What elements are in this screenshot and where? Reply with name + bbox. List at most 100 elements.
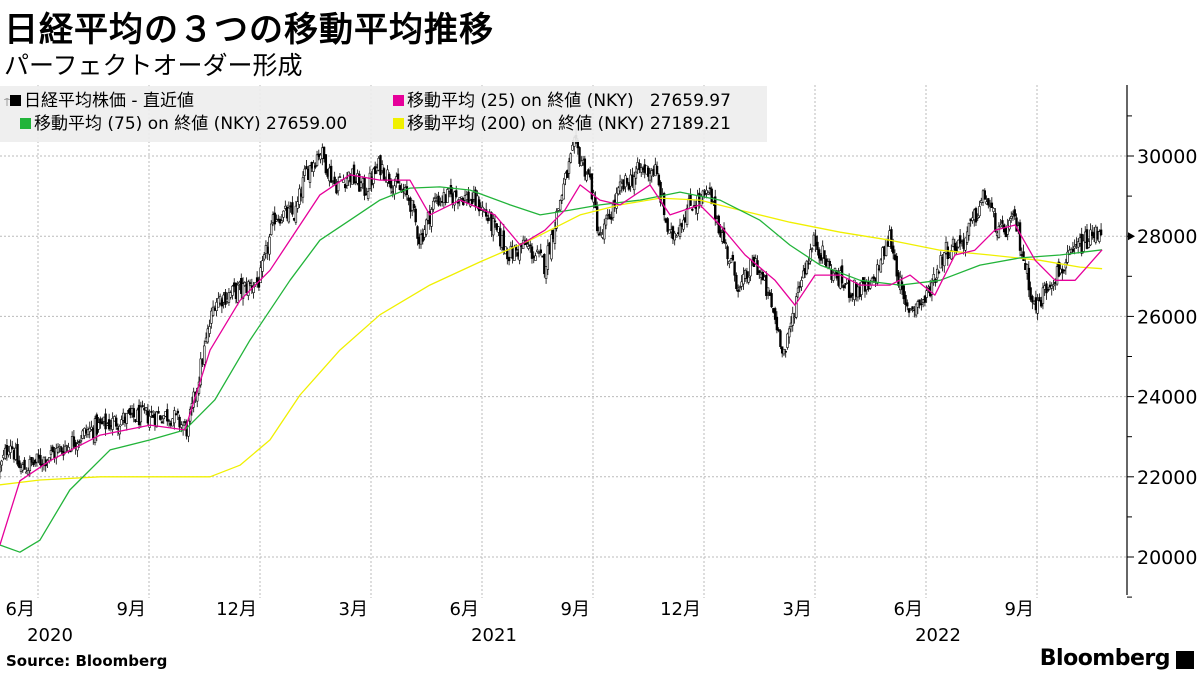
candle-body-down [597,233,601,236]
candlestick [997,222,1001,239]
candlestick [733,261,736,282]
candle-body-down [132,408,135,418]
candle-body-up [930,282,934,295]
candle-body-up [675,235,678,238]
candle-body-up [951,238,955,247]
candlestick [231,284,234,300]
y-tick-label: 22000 [1137,467,1197,489]
candlestick [640,163,643,178]
candle-body-down [775,316,779,331]
candlestick [255,271,259,288]
x-tick-label: 12月 [216,599,257,620]
candlestick [567,157,571,180]
candle-body-down [72,436,76,447]
candlestick [16,438,19,467]
candle-body-up [615,192,618,209]
candle-body-up [943,252,946,267]
candle-body-down [958,235,962,244]
legend-swatch [393,118,404,129]
candle-body-up [492,218,495,236]
candle-body-up [210,310,213,324]
candlestick [1057,258,1060,278]
candlestick [51,444,54,453]
candle-body-up [206,328,209,343]
candle-body-up [786,333,789,348]
candlestick [906,299,909,311]
candle-body-down [733,261,736,276]
candle-body-down [388,173,391,184]
candle-body-up [308,165,312,183]
candle-body-up [706,192,710,195]
candle-body-up [86,429,90,436]
candlestick [736,284,740,298]
candlestick [691,208,694,212]
candlestick [784,349,787,358]
candle-body-down [726,246,729,260]
candlestick [220,297,224,314]
candlestick [534,252,537,261]
candle-body-up [275,219,278,222]
x-year-label: 2022 [915,625,961,646]
candlestick [777,327,780,333]
candlestick [507,256,511,266]
candle-body-down [314,165,317,168]
candle-body-down [166,409,169,422]
candle-body-down [923,295,927,303]
candle-body-up [832,272,835,281]
candle-body-down [248,282,252,284]
candlestick [26,467,30,476]
candle-body-down [807,262,810,265]
candlestick [338,172,342,178]
candlestick [157,406,160,414]
candlestick [1098,229,1101,244]
x-tick-label: 9月 [1005,599,1034,620]
candlestick [366,188,370,201]
candlestick [308,164,312,189]
candlestick [647,165,650,182]
candlestick [139,401,143,428]
candle-body-down [714,196,717,220]
candle-body-down [1085,229,1089,249]
candlestick [322,146,326,163]
candle-body-up [518,244,521,261]
candle-body-down [486,218,490,222]
candle-body-up [1010,215,1013,219]
candle-body-down [176,410,180,414]
candlestick [814,229,817,253]
candle-body-down [344,183,347,189]
candle-body-down [689,194,692,206]
legend-swatch [393,95,404,106]
candlestick [930,278,934,302]
candle-body-down [178,416,181,428]
candle-body-down [1013,209,1016,217]
candlestick [502,223,505,256]
y-tick-label: 24000 [1137,387,1197,409]
candle-body-down [823,250,826,259]
candlestick [689,188,692,207]
candle-body-up [648,173,652,181]
candlestick [705,185,708,199]
x-year-label: 2020 [27,625,73,646]
candle-body-up [1052,284,1055,287]
candlestick [291,196,294,217]
candle-body-down [920,303,923,306]
candlestick [372,167,375,189]
candlestick [731,251,735,261]
candle-body-down [32,461,35,466]
candlestick [604,214,608,230]
candlestick [729,257,733,264]
candlestick [735,272,738,292]
candlestick [816,235,819,256]
candlestick [120,415,123,426]
candle-body-up [120,419,123,426]
candle-body-up [58,446,61,449]
last-value-marker [1128,232,1135,241]
candlestick [615,187,618,214]
candlestick [585,171,588,183]
candle-body-down [174,413,178,415]
candle-body-down [455,190,458,197]
candlestick [965,226,969,246]
y-tick-label: 20000 [1137,547,1197,569]
candle-body-up [432,200,435,210]
candlestick [79,434,83,446]
